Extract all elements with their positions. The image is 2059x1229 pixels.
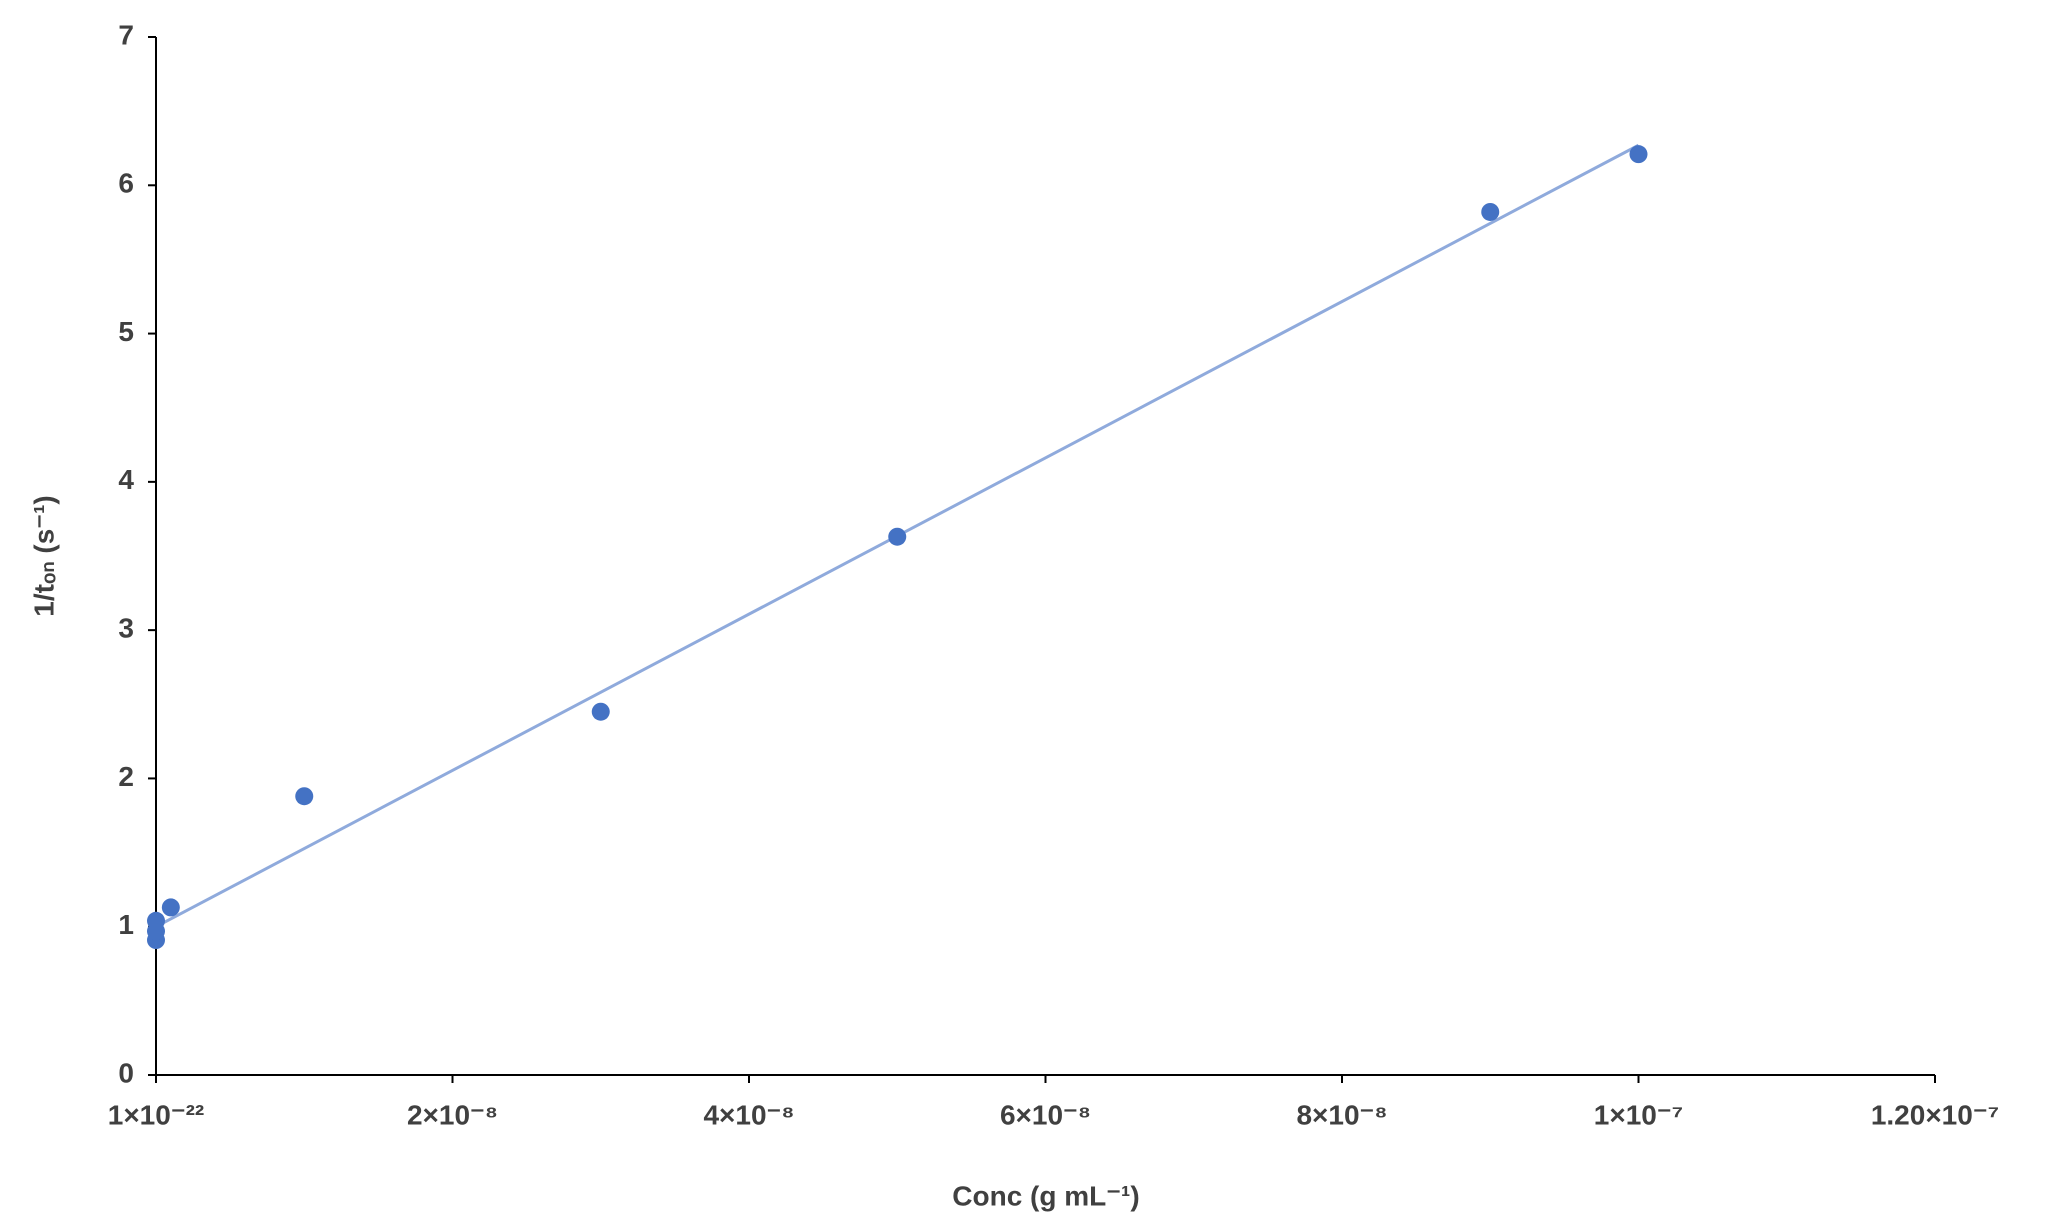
y-tick-label: 6 <box>118 168 134 199</box>
y-axis-title: 1/tₒₙ (s⁻¹) <box>28 495 59 616</box>
y-tick-label: 3 <box>118 613 134 644</box>
y-tick-label: 5 <box>118 316 134 347</box>
x-tick-label: 6×10⁻⁸ <box>1000 1099 1091 1130</box>
x-tick-label: 2×10⁻⁸ <box>407 1099 498 1130</box>
data-point <box>295 787 314 806</box>
data-point <box>147 911 165 930</box>
data-point <box>1481 202 1500 221</box>
y-tick-label: 7 <box>118 19 134 50</box>
x-tick-label: 8×10⁻⁸ <box>1296 1099 1387 1130</box>
data-point <box>1629 145 1648 164</box>
x-tick-label: 1.20×10⁻⁷ <box>1871 1099 1999 1130</box>
y-tick-label: 2 <box>118 761 134 792</box>
y-tick-label: 0 <box>118 1057 134 1088</box>
x-tick-label: 1×10⁻⁷ <box>1594 1099 1683 1130</box>
data-point <box>888 527 907 546</box>
data-point <box>591 702 610 721</box>
x-axis-title: Conc (g mL⁻¹) <box>952 1180 1139 1211</box>
y-tick-label: 4 <box>118 464 134 495</box>
x-tick-label: 4×10⁻⁸ <box>703 1099 794 1130</box>
data-point <box>161 898 180 917</box>
y-tick-label: 1 <box>118 909 134 940</box>
x-tick-label: 1×10⁻²² <box>108 1099 205 1130</box>
